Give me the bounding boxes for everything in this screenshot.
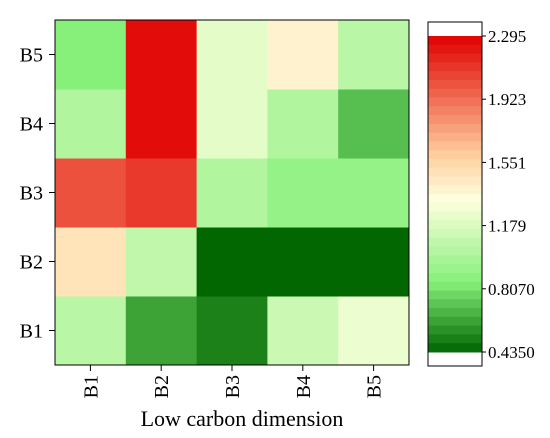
heatmap-cell-B2-B3 (196, 227, 268, 297)
colorbar-step (428, 132, 482, 142)
colorbar-step (428, 325, 482, 335)
heatmap-cell-B5-B4 (267, 20, 339, 90)
colorbar-step (428, 237, 482, 248)
colorbar-step (428, 202, 482, 213)
colorbar-step (428, 158, 482, 169)
colorbar-step (428, 211, 482, 221)
colorbar-tick-label: 2.295 (488, 27, 526, 46)
heatmap-cell-B4-B5 (338, 89, 410, 159)
heatmap-cell-B3-B5 (338, 158, 410, 228)
colorbar-tick-label: 1.179 (488, 217, 526, 236)
x-axis: B1 B2 B3 B4 B5 (80, 365, 386, 398)
colorbar-step (428, 229, 482, 239)
heatmap-cell-B4-B4 (267, 89, 339, 159)
heatmap-cell-B4-B3 (196, 89, 268, 159)
colorbar-step (428, 97, 482, 107)
heatmap-cell-B1-B1 (55, 296, 127, 366)
colorbar-step (428, 255, 482, 265)
heatmap-cell-B2-B2 (125, 227, 198, 297)
heatmap-cell-B1-B3 (196, 296, 268, 366)
y-tick-label-B4: B4 (20, 114, 43, 136)
heatmap-cell-B1-B4 (267, 296, 339, 366)
colorbar-step (428, 44, 482, 55)
colorbar-step (428, 343, 482, 353)
heatmap-cell-B1-B2 (125, 296, 198, 366)
colorbar-step (428, 334, 482, 344)
heatmap-cell-B4-B2 (125, 89, 198, 159)
heatmap-cell-B5-B1 (55, 20, 127, 90)
colorbar-step (428, 176, 482, 186)
y-axis: B1 B2 B3 B4 B5 (20, 45, 55, 343)
colorbar-frame (427, 21, 483, 367)
colorbar-step (428, 220, 482, 230)
y-tick-label-B5: B5 (20, 45, 43, 67)
colorbar-step (428, 115, 482, 125)
heatmap-cells (55, 20, 410, 366)
colorbar-step (428, 71, 482, 81)
heatmap-cell-B3-B1 (55, 158, 127, 228)
colorbar: 2.295 1.923 1.551 1.179 0.8070 0.4350 (427, 21, 535, 367)
colorbar-step (428, 316, 482, 327)
y-tick-label-B1: B1 (20, 321, 43, 343)
colorbar-step (428, 273, 482, 283)
colorbar-step (428, 281, 482, 292)
colorbar-tick-label: 1.551 (488, 153, 526, 172)
colorbar-step (428, 123, 482, 134)
colorbar-step (428, 53, 482, 63)
colorbar-step (428, 167, 482, 177)
heatmap-cell-B5-B5 (338, 20, 410, 90)
heatmap-cell-B2-B5 (338, 227, 410, 297)
colorbar-step (428, 185, 482, 195)
colorbar-tick-label: 0.4350 (488, 343, 535, 362)
heatmap-cell-B3-B4 (267, 158, 339, 228)
heatmap-cell-B2-B4 (267, 227, 339, 297)
colorbar-step (428, 150, 482, 160)
colorbar-step (428, 264, 482, 274)
colorbar-step (428, 88, 482, 98)
heatmap-cell-B2-B1 (55, 227, 127, 297)
heatmap-cell-B5-B2 (125, 20, 198, 90)
x-tick-label-B2: B2 (151, 375, 173, 398)
colorbar-step (428, 308, 482, 318)
colorbar-step (428, 106, 482, 116)
colorbar-tick-label: 1.923 (488, 90, 526, 109)
heatmap-cell-B1-B5 (338, 296, 410, 366)
colorbar-step (428, 79, 482, 90)
heatmap-cell-B4-B1 (55, 89, 127, 159)
colorbar-step (428, 194, 482, 204)
colorbar-step (428, 299, 482, 309)
colorbar-step (428, 141, 482, 151)
x-axis-label: Low carbon dimension (141, 406, 344, 431)
colorbar-step (428, 36, 482, 46)
colorbar-step (428, 290, 482, 300)
x-tick-label-B4: B4 (293, 375, 315, 398)
y-tick-label-B3: B3 (20, 183, 43, 205)
heatmap-cell-B3-B2 (125, 158, 198, 228)
colorbar-step (428, 62, 482, 72)
colorbar-step (428, 246, 482, 256)
colorbar-tick-label: 0.8070 (488, 280, 535, 299)
heatmap-cell-B5-B3 (196, 20, 268, 90)
y-tick-label-B2: B2 (20, 252, 43, 274)
x-tick-label-B1: B1 (80, 375, 102, 398)
x-tick-label-B3: B3 (222, 375, 244, 398)
x-tick-label-B5: B5 (364, 375, 386, 398)
heatmap-cell-B3-B3 (196, 158, 268, 228)
